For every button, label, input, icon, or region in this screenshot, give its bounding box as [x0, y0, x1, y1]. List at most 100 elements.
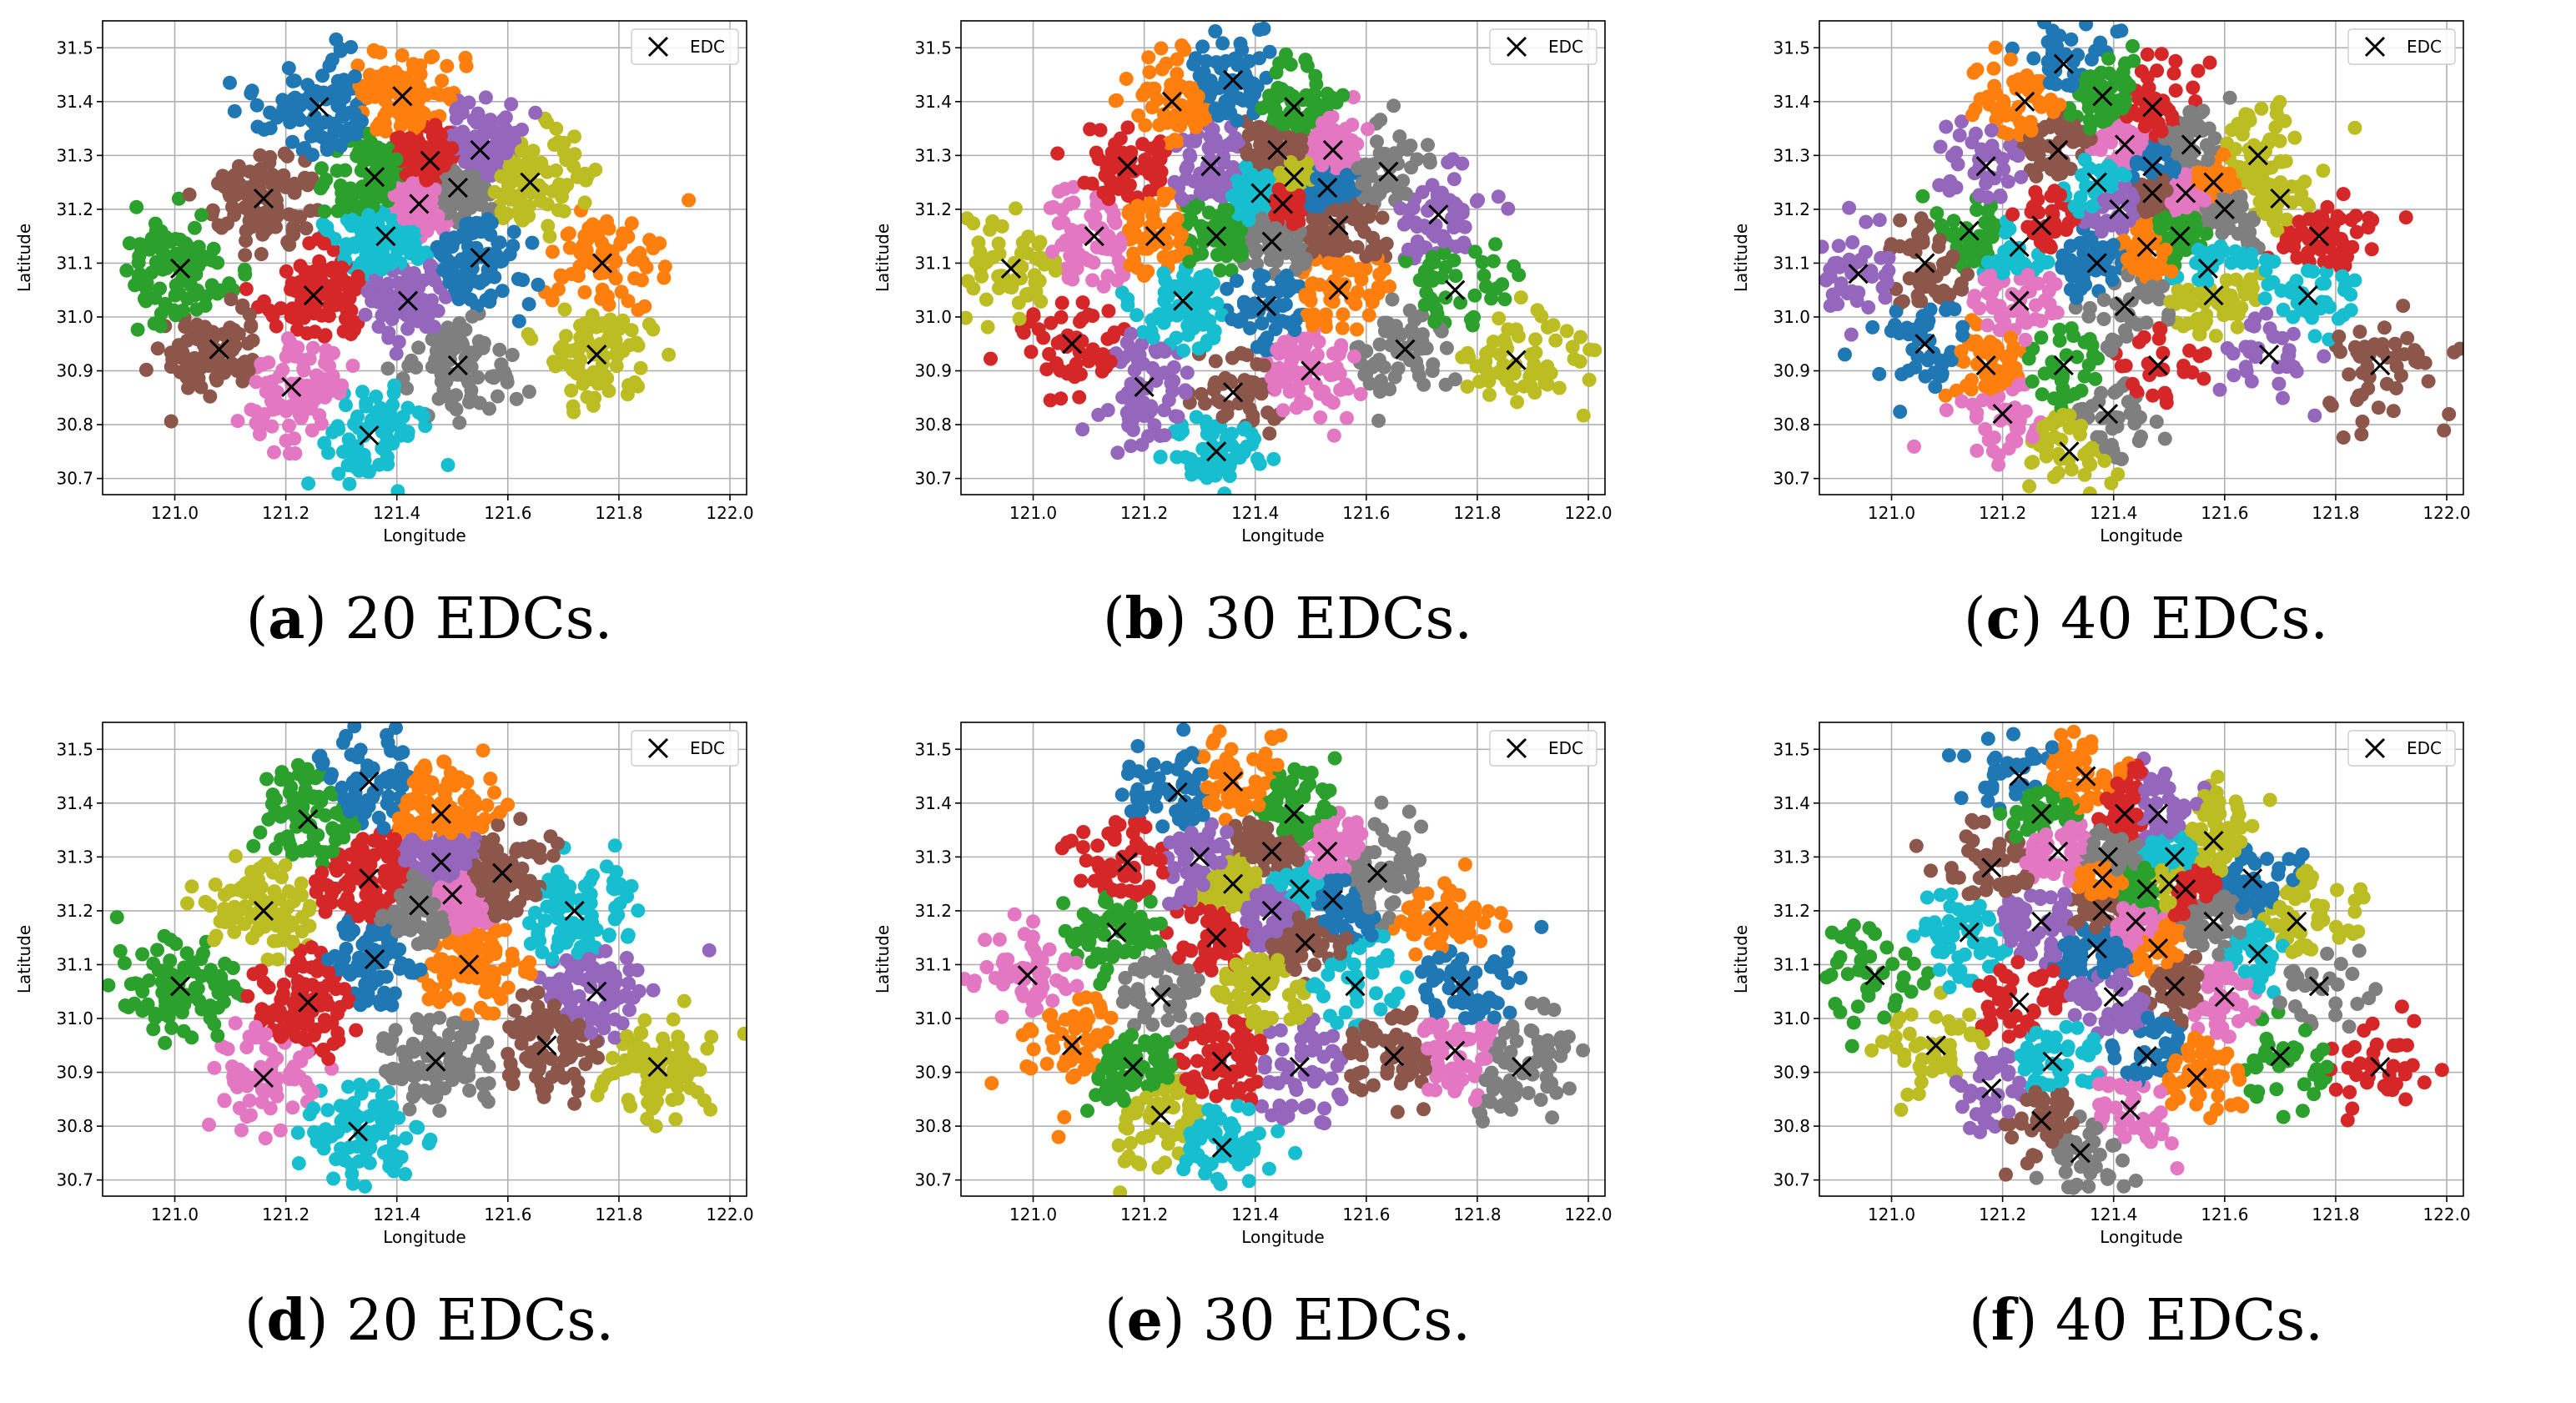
- data-point: [596, 316, 611, 331]
- data-point: [223, 75, 237, 90]
- data-point: [297, 170, 312, 185]
- data-point: [2068, 386, 2083, 401]
- data-point: [265, 168, 279, 182]
- data-point: [382, 177, 397, 192]
- data-point: [440, 189, 455, 204]
- data-point: [290, 93, 305, 108]
- edc-marker: [1084, 226, 1104, 247]
- data-point: [1252, 23, 1266, 38]
- data-point: [2259, 306, 2274, 321]
- x-axis-label: Longitude: [383, 525, 465, 546]
- data-point: [522, 199, 536, 214]
- data-point: [1147, 418, 1162, 433]
- data-point: [1396, 139, 1411, 154]
- data-point: [2064, 32, 2079, 47]
- data-point: [1073, 314, 1087, 329]
- data-point: [1088, 209, 1103, 224]
- data-point: [2342, 367, 2357, 382]
- data-point: [2349, 393, 2364, 407]
- data-point: [425, 293, 439, 308]
- data-point: [1061, 270, 1076, 285]
- data-point: [2355, 415, 2370, 429]
- data-point: [1283, 155, 1298, 169]
- data-point: [2442, 407, 2457, 421]
- data-point: [1952, 128, 1967, 143]
- data-point: [2002, 222, 2017, 236]
- data-point: [419, 88, 434, 103]
- data-point: [174, 273, 189, 288]
- data-point: [387, 378, 402, 393]
- data-point: [1275, 403, 1291, 418]
- data-point: [2211, 295, 2226, 310]
- data-point: [2327, 251, 2342, 266]
- data-point: [1208, 24, 1223, 38]
- data-point: [350, 58, 365, 73]
- data-point: [2097, 454, 2112, 468]
- data-point: [2138, 204, 2153, 219]
- data-point: [168, 288, 183, 303]
- data-point: [1492, 311, 1507, 326]
- data-point: [1184, 460, 1199, 474]
- data-point: [2034, 330, 2049, 345]
- data-point: [1255, 211, 1270, 226]
- data-point: [396, 211, 411, 226]
- data-point: [122, 236, 137, 251]
- data-point: [624, 323, 639, 338]
- data-point: [1156, 186, 1171, 201]
- data-point: [551, 203, 566, 218]
- data-point: [1153, 450, 1168, 465]
- data-point: [458, 50, 473, 65]
- data-point: [1230, 58, 1245, 73]
- data-point: [285, 73, 300, 88]
- data-point: [1288, 313, 1303, 328]
- data-point: [1139, 84, 1154, 99]
- data-point: [2093, 430, 2108, 445]
- data-point: [119, 263, 134, 278]
- data-point: [505, 348, 520, 362]
- legend-label: EDC: [690, 37, 725, 57]
- data-point: [2042, 119, 2057, 134]
- data-point: [1889, 304, 1904, 319]
- data-point: [1220, 281, 1235, 296]
- data-point: [440, 87, 455, 102]
- data-point: [2347, 120, 2362, 135]
- edc-marker: [1206, 226, 1227, 247]
- data-point: [2088, 43, 2103, 58]
- data-point: [144, 231, 159, 246]
- chart-panel-b: 121.0 121.2 121.4 121.6 121.8 122.0 30.7 30.8 30…: [858, 0, 1717, 702]
- data-point: [2191, 242, 2206, 257]
- data-point: [275, 363, 290, 377]
- data-point: [1527, 385, 1542, 400]
- data-point: [1131, 376, 1146, 391]
- data-point: [239, 184, 254, 199]
- data-point: [1024, 344, 1039, 360]
- data-point: [330, 204, 345, 219]
- data-point: [2028, 184, 2043, 199]
- scatter-plot: 121.0 121.2 121.4 121.6 121.8 122.030.730.830…: [14, 20, 754, 546]
- edc-marker: [365, 167, 385, 188]
- data-point: [2039, 255, 2054, 270]
- data-point: [1213, 263, 1228, 278]
- data-point: [2262, 321, 2277, 336]
- data-point: [2336, 430, 2351, 445]
- data-point: [1996, 162, 2011, 177]
- data-point: [2079, 21, 2094, 32]
- data-point: [2387, 336, 2402, 351]
- data-point: [2398, 210, 2413, 225]
- data-point: [657, 259, 672, 274]
- data-point: [1425, 224, 1440, 239]
- data-point: [206, 241, 221, 256]
- data-point: [1834, 276, 1849, 291]
- data-point: [2447, 344, 2462, 360]
- data-point: [2269, 106, 2284, 121]
- data-point: [398, 194, 413, 209]
- data-point: [1457, 219, 1472, 234]
- data-point: [1919, 279, 1934, 294]
- data-point: [2040, 416, 2055, 431]
- data-point: [1328, 126, 1343, 141]
- data-point: [1895, 294, 1910, 309]
- chart-panel-a: 121.0 121.2 121.4 121.6 121.8 122.0 30.7 30.8 30…: [0, 0, 858, 702]
- data-point: [1054, 295, 1069, 310]
- data-point: [2212, 382, 2227, 397]
- data-point: [1438, 377, 1453, 392]
